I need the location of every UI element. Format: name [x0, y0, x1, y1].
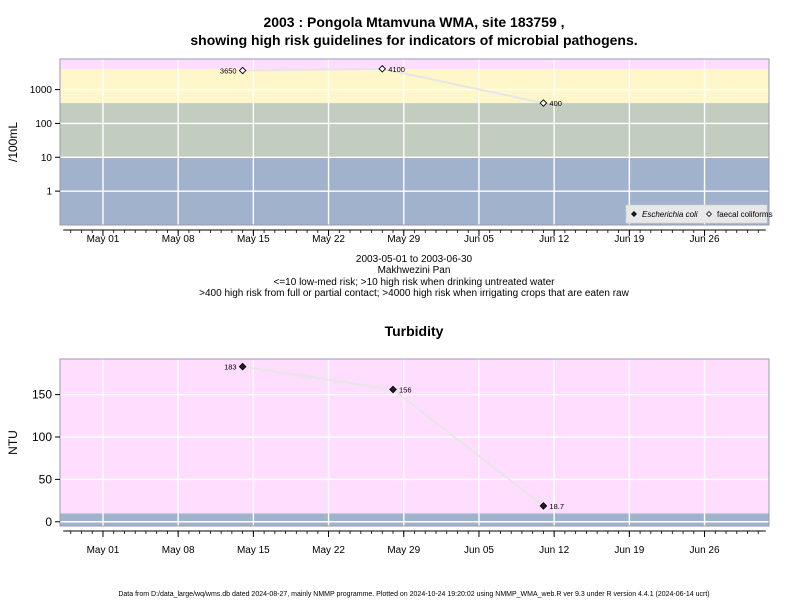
risk-band [60, 59, 769, 70]
data-point-marker [389, 385, 397, 394]
x-tick-label: May 22 [312, 234, 345, 245]
y-tick-label: 100 [32, 430, 52, 444]
subtitle-contact-guideline: >400 high risk from full or partial cont… [199, 288, 629, 299]
microbial-panel: 1 10 100 1000/100mL May 01 May 08 May 15 May 22… [6, 58, 773, 245]
y-tick-label: 50 [39, 472, 53, 486]
turbidity-panel: 0 50 100 150 NTU May 01 May 08 May 15 May 22 May … [6, 358, 770, 556]
subtitle-drinking-guideline: <=10 low-med risk; >10 high risk when dr… [274, 277, 556, 288]
y-tick-label: 1000 [30, 85, 53, 96]
data-label: 400 [549, 99, 562, 108]
y-tick-label: 100 [35, 119, 52, 130]
plot-border [59, 358, 770, 527]
risk-band [60, 359, 769, 514]
plot-border [59, 58, 770, 226]
data-label: 183 [224, 363, 237, 372]
data-point-marker [238, 66, 247, 75]
turbidity-title: Turbidity [385, 323, 444, 339]
x-tick-label: May 08 [162, 545, 195, 556]
legend-marker [706, 211, 712, 217]
y-tick-label: 1 [46, 187, 52, 198]
subtitle-date-range: 2003-05-01 to 2003-06-30 [356, 254, 473, 265]
data-point-marker [378, 64, 387, 73]
x-tick-label: May 29 [387, 545, 420, 556]
legend-marker [631, 211, 637, 217]
x-tick-label: May 15 [237, 234, 270, 245]
subtitle-site-name: Makhwezini Pan [378, 265, 451, 276]
y-tick-label: 0 [45, 515, 52, 529]
risk-band [60, 103, 769, 158]
x-tick-label: May 08 [162, 234, 195, 245]
x-tick-label: Jun 05 [464, 545, 494, 556]
x-tick-label: May 01 [87, 234, 120, 245]
x-tick-label: Jun 19 [614, 545, 644, 556]
y-tick-label: 10 [41, 153, 53, 164]
y-axis-title: NTU [6, 430, 20, 455]
legend-box [625, 204, 768, 224]
x-tick-label: May 01 [87, 545, 120, 556]
data-point-marker [539, 99, 548, 107]
x-tick-label: Jun 26 [690, 234, 720, 245]
x-tick-label: Jun 26 [690, 545, 720, 556]
risk-band [60, 513, 769, 526]
figure-title-line2: showing high risk guidelines for indicat… [190, 32, 637, 48]
data-label: 18.7 [549, 502, 564, 511]
legend-label: Escherichia coli [642, 210, 698, 219]
footer-note: Data from D:/data_large/wq/wms.db dated … [118, 591, 709, 598]
data-point-marker [539, 502, 548, 510]
data-label: 156 [399, 386, 412, 395]
data-label: 3650 [220, 67, 237, 76]
x-tick-label: May 15 [237, 545, 270, 556]
y-axis-title: /100mL [6, 122, 20, 162]
legend-label: faecal coliforms [717, 210, 773, 219]
figure-title-line1: 2003 : Pongola Mtamvuna WMA, site 183759… [263, 14, 564, 30]
x-tick-label: Jun 12 [539, 234, 569, 245]
data-point-marker [238, 362, 247, 371]
x-tick-label: Jun 19 [614, 234, 644, 245]
risk-band [60, 69, 769, 104]
x-tick-label: Jun 12 [539, 545, 569, 556]
x-tick-label: May 29 [387, 234, 420, 245]
data-label: 4100 [388, 65, 405, 74]
x-tick-label: Jun 05 [464, 234, 494, 245]
x-tick-label: May 22 [312, 545, 345, 556]
y-tick-label: 150 [32, 388, 52, 402]
